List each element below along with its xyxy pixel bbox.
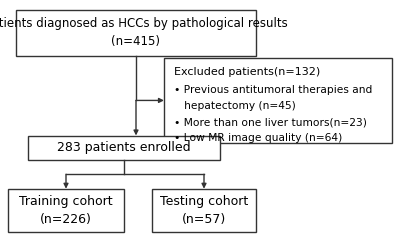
Text: Patients diagnosed as HCCs by pathological results
(n=415): Patients diagnosed as HCCs by pathologic…: [0, 17, 287, 48]
Bar: [164, 58, 392, 143]
Text: Training cohort
(n=226): Training cohort (n=226): [19, 195, 113, 226]
Bar: [28, 136, 220, 160]
Text: hepatectomy (n=45): hepatectomy (n=45): [174, 101, 296, 111]
Bar: [8, 189, 124, 232]
Text: • Previous antitumoral therapies and: • Previous antitumoral therapies and: [174, 85, 372, 95]
Text: Excluded patients(n=132): Excluded patients(n=132): [174, 67, 320, 77]
Text: 283 patients enrolled: 283 patients enrolled: [57, 141, 191, 154]
Text: • Low MR image quality (n=64): • Low MR image quality (n=64): [174, 133, 342, 143]
Bar: [152, 189, 256, 232]
Text: • More than one liver tumors(n=23): • More than one liver tumors(n=23): [174, 118, 367, 128]
Text: Testing cohort
(n=57): Testing cohort (n=57): [160, 195, 248, 226]
Bar: [16, 10, 256, 56]
